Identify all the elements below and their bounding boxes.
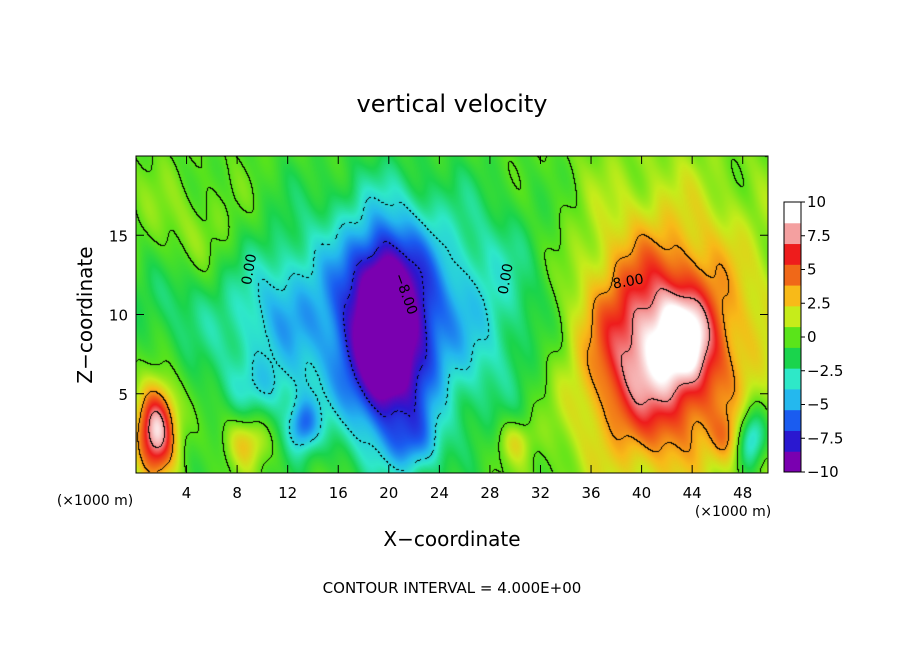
x-tick-label: 44 <box>683 484 702 502</box>
x-tick-label: 40 <box>632 484 651 502</box>
colorbar-block <box>784 368 801 390</box>
colorbar-label: 0 <box>807 328 817 346</box>
y-tick-label: 10 <box>109 307 128 325</box>
colorbar-block <box>784 430 801 452</box>
contour-interval-note: CONTOUR INTERVAL = 4.000E+00 <box>323 579 582 597</box>
x-unit-right: (×1000 m) <box>695 504 771 520</box>
colorbar-label: −10 <box>807 463 839 481</box>
contour-label: 0.00 <box>239 253 260 286</box>
x-tick-label: 20 <box>379 484 398 502</box>
y-axis-title: Z−coordinate <box>73 246 97 383</box>
colorbar-label: 5 <box>807 261 817 279</box>
x-unit-left: (×1000 m) <box>57 493 133 509</box>
colorbar-block <box>784 451 801 473</box>
colorbar-label: 7.5 <box>807 227 831 245</box>
y-tick-label: 15 <box>109 227 128 245</box>
colorbar: 10 7.5 5 2.5 0 −2.5 −5 −7.5 −10 <box>783 193 843 481</box>
colorbar-label: 2.5 <box>807 294 831 312</box>
x-tick-label: 12 <box>278 484 297 502</box>
colorbar-labels: 10 7.5 5 2.5 0 −2.5 −5 −7.5 −10 <box>801 193 843 481</box>
x-tick-label: 48 <box>733 484 752 502</box>
heatmap-field <box>136 156 768 473</box>
x-tick-label: 16 <box>329 484 348 502</box>
x-tick-label: 28 <box>480 484 499 502</box>
x-tick-label: 8 <box>232 484 242 502</box>
y-tick-label: 5 <box>118 386 128 404</box>
colorbar-block <box>784 222 801 245</box>
x-tick-label: 4 <box>182 484 192 502</box>
heatmap-field-wrapper <box>136 156 768 473</box>
x-tick-label: 32 <box>531 484 550 502</box>
colorbar-block <box>784 264 801 286</box>
colorbar-block <box>784 243 801 265</box>
colorbar-label: −5 <box>807 396 829 414</box>
colorbar-block <box>784 409 801 431</box>
colorbar-block <box>784 202 801 224</box>
colorbar-label: −7.5 <box>807 429 843 447</box>
x-tick-label: 36 <box>581 484 600 502</box>
contour-label: 8.00 <box>612 271 645 292</box>
x-tick-label: 24 <box>430 484 449 502</box>
colorbar-blocks <box>784 202 801 473</box>
chart-title: vertical velocity <box>357 90 548 118</box>
x-axis: 4 8 12 16 20 24 28 32 36 40 44 48 <box>182 156 752 502</box>
contour-label: 0.00 <box>496 262 517 295</box>
y-axis: 5 10 15 <box>109 227 768 404</box>
colorbar-block <box>784 326 801 348</box>
colorbar-block <box>784 305 801 328</box>
colorbar-block <box>784 347 801 369</box>
colorbar-label: 10 <box>807 193 826 211</box>
colorbar-block <box>784 285 801 307</box>
x-axis-title: X−coordinate <box>383 527 520 551</box>
colorbar-label: −2.5 <box>807 362 843 380</box>
colorbar-block <box>784 388 801 411</box>
